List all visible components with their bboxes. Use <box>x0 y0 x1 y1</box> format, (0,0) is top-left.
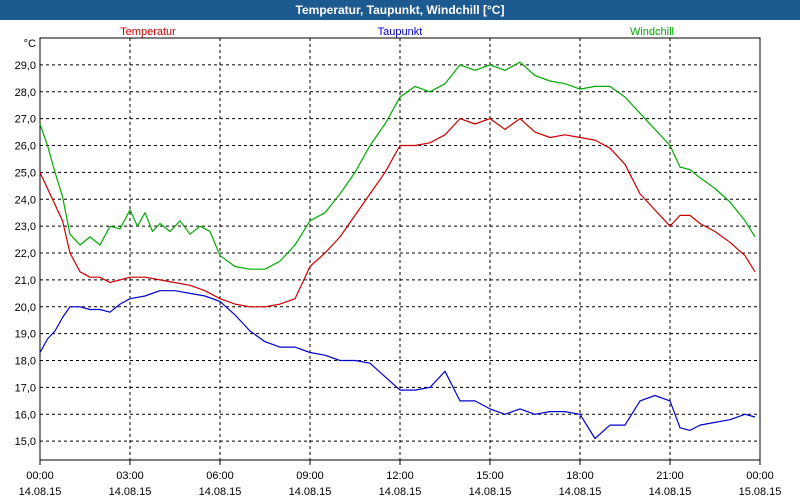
y-tick-label: 16,0 <box>15 409 36 421</box>
legend-entry-temperatur: Temperatur <box>120 26 176 38</box>
y-tick-label: 22,0 <box>15 248 36 260</box>
y-tick-label: 23,0 <box>15 221 36 233</box>
y-tick-label: 26,0 <box>15 141 36 153</box>
chart-canvas: 15,0 16,0 17,0 18,0 19,0 20,0 21,0 22,0 23,0 24,0… <box>15 26 782 498</box>
series-line-taupunkt <box>39 290 756 440</box>
y-tick-label: 20,0 <box>15 302 36 314</box>
y-tick-label: 19,0 <box>15 329 36 341</box>
y-tick-label: 25,0 <box>15 167 36 179</box>
x-tick-time: 06:00 <box>206 470 234 482</box>
x-tick-date: 14.08.15 <box>289 486 332 498</box>
series-line-temperatur <box>39 117 756 308</box>
y-tick-label: 21,0 <box>15 275 36 287</box>
y-axis: 15,0 16,0 17,0 18,0 19,0 20,0 21,0 22,0 23,0 24,0… <box>15 38 36 448</box>
x-axis: 00:00 14.08.15 03:00 14.08.15 06:00 14.08.15 0… <box>19 460 782 498</box>
x-tick-date: 14.08.15 <box>199 486 242 498</box>
x-tick-time: 21:00 <box>656 470 684 482</box>
chart-title: Temperatur, Taupunkt, Windchill [°C] <box>0 0 800 20</box>
grid-lines <box>40 38 760 460</box>
legend: Temperatur Taupunkt Windchill <box>120 26 674 38</box>
y-tick-label: 24,0 <box>15 194 36 206</box>
y-tick-label: 15,0 <box>15 436 36 448</box>
y-tick-label: 28,0 <box>15 87 36 99</box>
x-tick-date: 14.08.15 <box>109 486 152 498</box>
x-tick-time: 18:00 <box>566 470 594 482</box>
x-tick-date: 14.08.15 <box>649 486 692 498</box>
y-tick-label: 18,0 <box>15 356 36 368</box>
x-tick-date: 14.08.15 <box>19 486 62 498</box>
x-tick-date: 14.08.15 <box>379 486 422 498</box>
y-tick-label: 29,0 <box>15 60 36 72</box>
legend-entry-windchill: Windchill <box>630 26 674 38</box>
y-tick-label: 17,0 <box>15 382 36 394</box>
x-tick-time: 15:00 <box>476 470 504 482</box>
x-tick-date: 15.08.15 <box>739 486 782 498</box>
x-tick-time: 03:00 <box>116 470 144 482</box>
x-tick-time: 09:00 <box>296 470 324 482</box>
x-tick-time: 00:00 <box>746 470 774 482</box>
x-tick-time: 12:00 <box>386 470 414 482</box>
y-tick-label: 27,0 <box>15 114 36 126</box>
x-tick-time: 00:00 <box>26 470 54 482</box>
x-tick-date: 14.08.15 <box>469 486 512 498</box>
series-lines <box>39 61 756 440</box>
series-line-windchill <box>39 61 756 270</box>
legend-entry-taupunkt: Taupunkt <box>378 26 423 38</box>
y-axis-label: °C <box>24 38 36 50</box>
x-tick-date: 14.08.15 <box>559 486 602 498</box>
